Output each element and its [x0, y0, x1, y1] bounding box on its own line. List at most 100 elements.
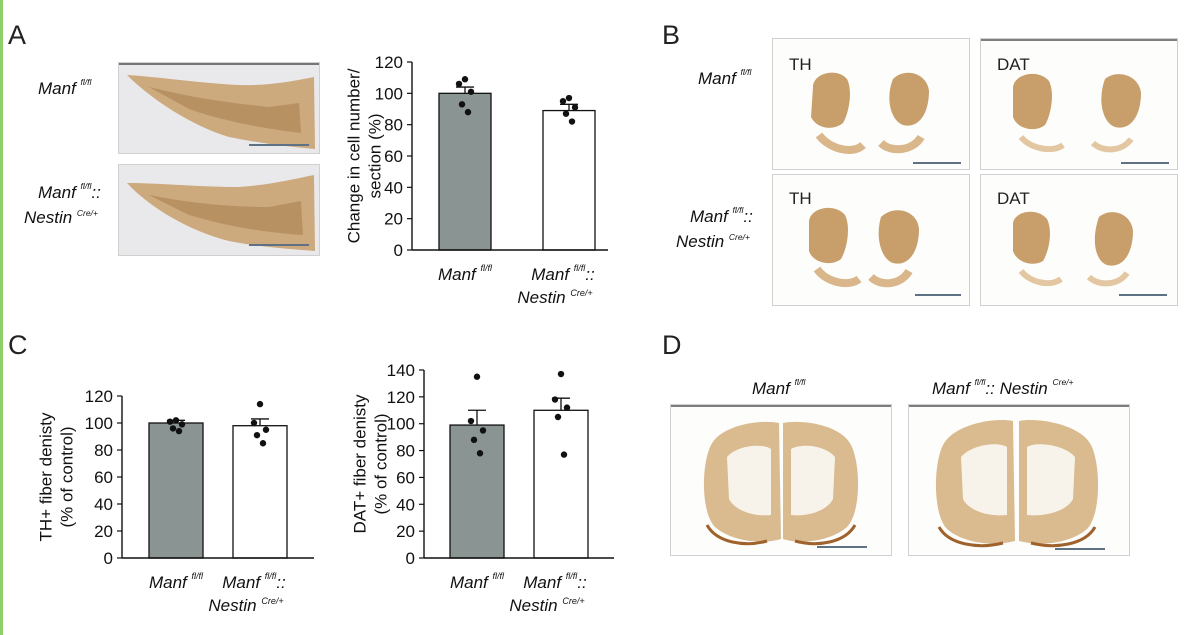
y-tick-label: 100 — [375, 84, 403, 103]
category-sup: fl/fl — [566, 571, 579, 581]
y-tick-label: 40 — [396, 495, 415, 514]
data-point — [253, 431, 261, 439]
data-point — [259, 440, 267, 447]
micrograph-sn-knockout-image — [127, 175, 315, 251]
genotype-sup: fl/fl — [80, 77, 92, 87]
genotype-sep: :: Nestin — [985, 379, 1048, 398]
data-point — [479, 427, 487, 434]
genotype-sup2: Cre/+ — [1052, 377, 1074, 387]
genotype-base: Manf — [932, 379, 970, 398]
genotype-base: Manf — [38, 79, 76, 98]
data-point — [175, 427, 183, 435]
panel-letter-a: A — [8, 20, 27, 50]
category-line2: Nestin — [517, 288, 570, 307]
data-point — [551, 396, 559, 403]
micrograph-sn-knockout — [118, 164, 320, 256]
x-category-label-line2: Nestin Cre/+ — [509, 596, 584, 615]
striatum-th-knockout-image — [809, 207, 961, 296]
data-point — [172, 417, 180, 424]
micrograph-sn-control-image — [119, 63, 319, 149]
category-sup: fl/fl — [574, 263, 587, 273]
data-point — [571, 104, 579, 111]
genotype-sup2: Cre/+ — [728, 232, 750, 242]
y-tick-label: 20 — [384, 210, 403, 229]
y-tick-label: 40 — [94, 495, 113, 514]
y-tick-label: 140 — [387, 361, 415, 380]
genotype-sup: fl/fl — [794, 377, 806, 387]
category-sup: fl/fl — [192, 571, 205, 581]
panel-d-title-knockout: Manf fl/fl:: Nestin Cre/+ — [932, 372, 1074, 399]
data-point — [557, 370, 565, 378]
data-point — [554, 413, 562, 421]
left-accent-bar — [0, 0, 3, 635]
striatum-dat-control: DAT — [980, 38, 1178, 170]
x-category-label: Manf fl/fl:: — [523, 571, 587, 592]
y-tick-label: 60 — [384, 147, 403, 166]
category-sup2: Cre/+ — [261, 596, 283, 606]
category-sup: fl/fl — [265, 571, 278, 581]
x-category-label-line2: Nestin Cre/+ — [208, 596, 283, 615]
micrograph-sn-control — [118, 62, 320, 154]
y-axis-title-line: DAT+ fiber denisty — [351, 394, 370, 534]
chart-dat-fiber-density: 0 20 40 60 80 100 120 140 DAT+ fiber denisty (% o… — [351, 361, 614, 615]
data-point — [256, 400, 264, 408]
data-point — [467, 88, 475, 95]
y-axis-title-line: (% of control) — [372, 413, 391, 514]
genotype-base: Manf — [752, 379, 790, 398]
y-tick-label: 0 — [104, 549, 113, 568]
y-tick-label: 120 — [387, 388, 415, 407]
genotype-base: Manf — [698, 69, 736, 88]
bar — [148, 422, 204, 559]
striatum-dat-control-image — [981, 39, 1177, 164]
y-axis-title-line: (% of control) — [58, 426, 77, 527]
y-tick-label: 100 — [387, 415, 415, 434]
data-point — [250, 419, 258, 427]
stain-label-th: TH — [789, 189, 812, 208]
category-base: Manf — [222, 573, 265, 592]
stain-label-th: TH — [789, 55, 812, 74]
y-tick-label: 100 — [85, 414, 113, 433]
y-axis-title-line: TH+ fiber denisty — [37, 412, 56, 541]
data-point — [461, 76, 469, 83]
data-point — [565, 94, 573, 102]
y-tick-label: 120 — [85, 387, 113, 406]
y-tick-label: 0 — [406, 549, 415, 568]
data-point — [169, 425, 177, 432]
x-category-label: Manf fl/fl:: — [222, 571, 286, 592]
category-base: Manf — [149, 573, 192, 592]
cortex-section-control-image — [671, 405, 891, 548]
x-category-label: Manf fl/fl:: — [531, 263, 595, 284]
x-category-label: Manf fl/fl — [450, 571, 505, 592]
y-tick-label: 120 — [375, 53, 403, 72]
y-axis-title-line: Change in cell number/ — [345, 68, 364, 243]
y-tick-label: 80 — [396, 442, 415, 461]
category-base: Manf — [438, 265, 481, 284]
striatum-th-control: TH — [772, 38, 970, 170]
data-point — [455, 80, 463, 88]
data-point — [559, 97, 567, 105]
genotype-sup2: Cre/+ — [76, 208, 98, 218]
y-tick-label: 60 — [94, 468, 113, 487]
panel-b-genotype-knockout: Manf fl/fl:: Nestin Cre/+ — [676, 200, 753, 252]
category-sup: fl/fl — [481, 263, 494, 273]
y-axis-title: Change in cell number/section (%) — [345, 68, 385, 243]
chart-th-fiber-density: 0 20 40 60 80 100 120 TH+ fiber denisty (% of co… — [37, 387, 314, 615]
bar — [232, 425, 288, 559]
genotype-sup: fl/fl — [974, 377, 986, 387]
y-axis-title: TH+ fiber denisty (% of control) — [37, 412, 77, 541]
data-point — [467, 417, 475, 425]
bar — [449, 424, 505, 559]
x-category-label: Manf fl/fl — [438, 263, 493, 284]
genotype-sup: fl/fl — [740, 67, 752, 77]
stain-label-dat: DAT — [997, 55, 1030, 74]
striatum-dat-knockout: DAT — [980, 174, 1178, 306]
genotype-sep: :: — [91, 183, 101, 202]
y-axis-title-line: section (%) — [366, 113, 385, 198]
category-base: Manf — [450, 573, 493, 592]
category-line2: Nestin — [208, 596, 261, 615]
cortex-section-knockout-image — [909, 405, 1129, 550]
panel-a-genotype-control: Manf fl/fl — [38, 72, 91, 99]
category-sep: :: — [585, 265, 595, 284]
striatum-dat-knockout-image — [1013, 211, 1167, 296]
